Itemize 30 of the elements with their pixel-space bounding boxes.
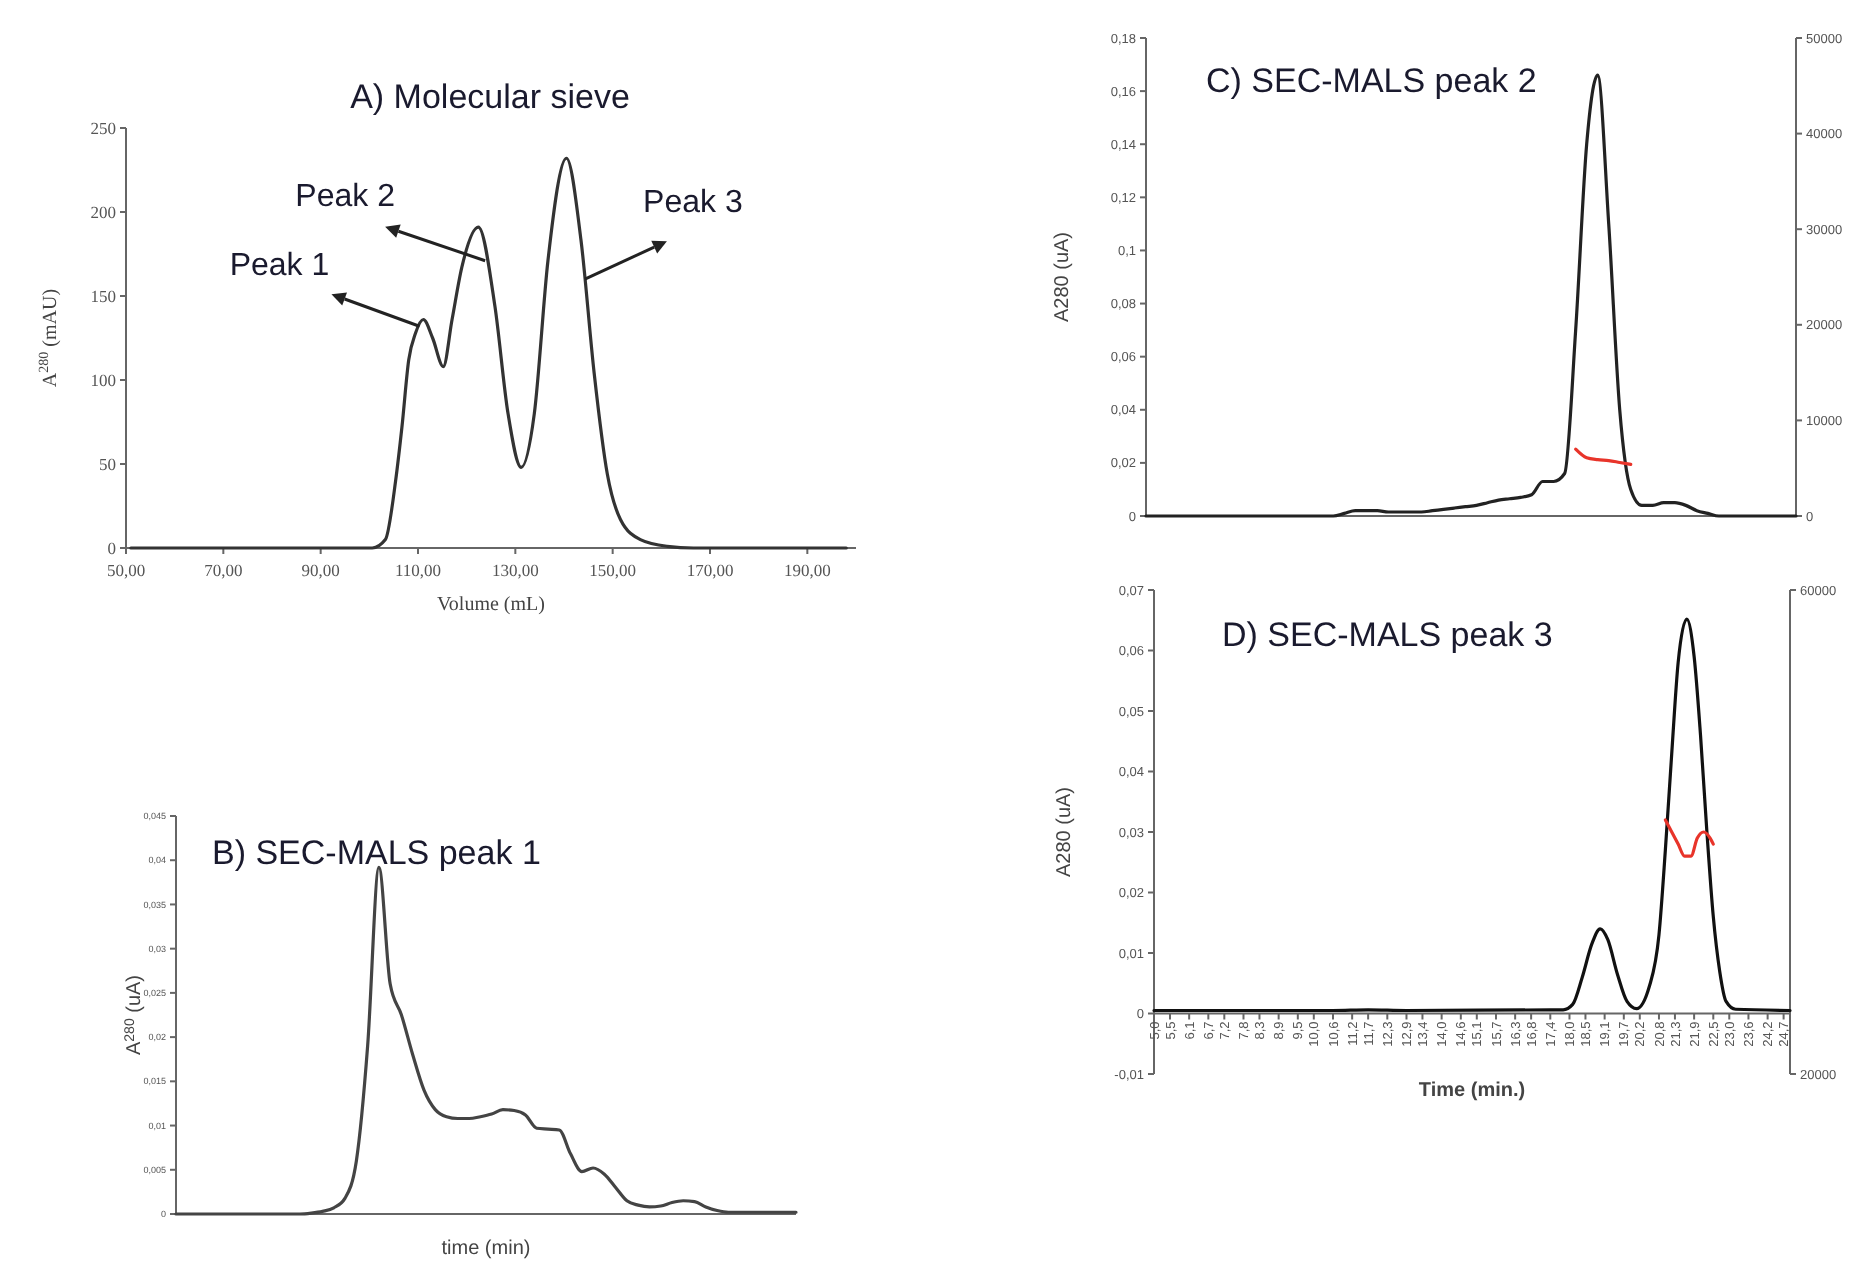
x-tick-label: 70,00 [204, 560, 243, 580]
y-tick-label: 0 [107, 537, 116, 558]
y-tick-label: 150 [90, 285, 116, 306]
annotation: Peak 2 [295, 179, 396, 214]
y-tick-label: 250 [90, 117, 116, 138]
text: C) SEC-MALS peak 2 [1206, 62, 1537, 100]
x-axis-title: Volume (mL) [437, 594, 545, 616]
line-series [1663, 818, 1715, 858]
x-axis-title: time (min) [441, 1238, 531, 1260]
x-tick-label: 170,00 [686, 560, 734, 580]
line-series [1574, 447, 1633, 466]
line-series [129, 156, 848, 550]
x-tick-label: 150,00 [589, 560, 637, 580]
y-tick-label: 50 [99, 453, 116, 474]
chart-title: A) Molecular sieve [350, 78, 630, 116]
line-series [1152, 617, 1792, 1013]
text: B) SEC-MALS peak 1 [212, 834, 541, 872]
x-axis-title: Time (min.) [1418, 1080, 1526, 1102]
y-axis-title: A280 (uA) [1052, 231, 1074, 323]
x-tick-label: 90,00 [301, 560, 340, 580]
y-tick-label: 100 [90, 369, 116, 390]
x-tick-label: 110,00 [394, 560, 442, 580]
x-tick-label: 130,00 [491, 560, 539, 580]
x-tick-label: 190,00 [783, 560, 831, 580]
y-axis-title: A280 (uA) [1054, 786, 1076, 878]
annotation: Peak 1 [229, 249, 330, 284]
annotation: Peak 3 [643, 186, 743, 221]
x-tick-label: 50,00 [106, 560, 146, 580]
y-tick-label: 200 [90, 201, 116, 222]
text: D) SEC-MALS peak 3 [1222, 616, 1553, 654]
